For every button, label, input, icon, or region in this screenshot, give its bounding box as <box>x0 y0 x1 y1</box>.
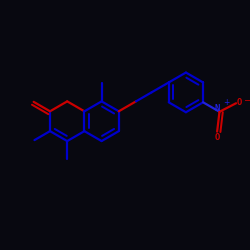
Text: O: O <box>214 133 220 142</box>
Text: O: O <box>237 98 242 107</box>
Text: +: + <box>223 98 229 107</box>
Text: N: N <box>215 104 220 113</box>
Text: −: − <box>243 95 250 104</box>
